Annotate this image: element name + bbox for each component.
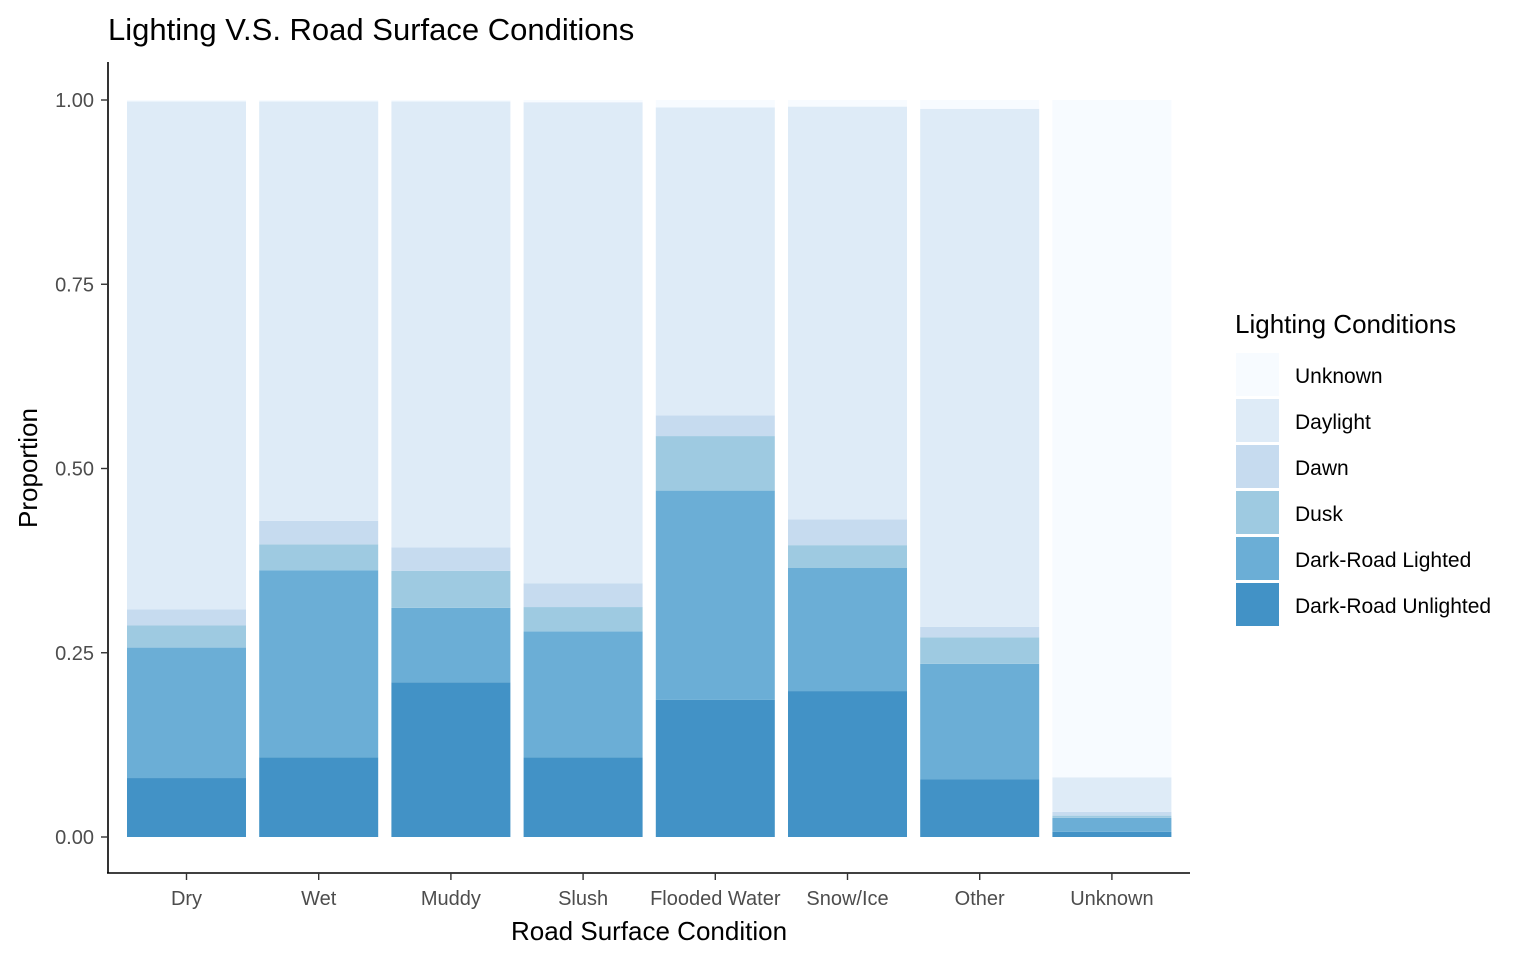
legend-swatch-dark-road-lighted xyxy=(1236,537,1279,580)
bar-other-daylight xyxy=(920,108,1040,627)
legend: Lighting Conditions Unknown Daylight Dawn D… xyxy=(1235,309,1491,626)
legend-label-dark-road-unlighted: Dark-Road Unlighted xyxy=(1295,595,1491,618)
bar-snow-ice-dusk xyxy=(788,545,907,568)
x-axis-title: Road Surface Condition xyxy=(511,916,787,946)
bar-slush-dawn xyxy=(523,583,643,608)
bar-other-dark-road-lighted xyxy=(920,663,1040,780)
bar-dry-dark-road-lighted xyxy=(127,647,246,779)
bar-muddy-dusk xyxy=(391,570,511,608)
bar-snow-ice-dark-road-lighted xyxy=(788,567,907,692)
x-tick-label-dry: Dry xyxy=(171,888,202,910)
x-tick-label-snow-ice: Snow/Ice xyxy=(806,888,888,910)
bar-unknown-dark-road-unlighted xyxy=(1052,831,1172,837)
legend-items: Unknown Daylight Dawn Dusk Dark-Road Lighted… xyxy=(1236,353,1491,626)
bar-dry-dawn xyxy=(127,609,246,626)
bar-wet-daylight xyxy=(259,101,379,521)
y-tick-label: 0.75 xyxy=(55,274,94,296)
x-tick-label-unknown: Unknown xyxy=(1070,888,1153,910)
bar-flooded-water-dawn xyxy=(655,415,775,437)
bar-muddy-dark-road-lighted xyxy=(391,607,511,683)
bar-dry-dark-road-unlighted xyxy=(127,778,246,837)
bar-slush-dark-road-unlighted xyxy=(523,757,643,837)
legend-swatch-dusk xyxy=(1236,491,1279,534)
bar-flooded-water-dark-road-lighted xyxy=(655,490,775,700)
y-tick-label: 0.25 xyxy=(55,643,94,665)
bar-other-unknown xyxy=(920,100,1040,109)
bar-other-dusk xyxy=(920,637,1040,664)
legend-swatch-dawn xyxy=(1236,445,1279,488)
bar-wet-dawn xyxy=(259,520,379,545)
legend-swatch-daylight xyxy=(1236,399,1279,442)
legend-label-dawn: Dawn xyxy=(1295,457,1349,480)
y-ticks: 0.00 0.25 0.50 0.75 1.00 xyxy=(55,90,108,849)
legend-label-daylight: Daylight xyxy=(1295,411,1371,434)
legend-label-dusk: Dusk xyxy=(1295,503,1343,526)
y-tick-label: 1.00 xyxy=(55,90,94,112)
bar-flooded-water-daylight xyxy=(655,107,775,416)
bar-wet-dark-road-unlighted xyxy=(259,757,379,837)
legend-label-unknown: Unknown xyxy=(1295,365,1383,388)
x-tick-label-muddy: Muddy xyxy=(421,888,481,910)
y-tick-label: 0.00 xyxy=(55,827,94,849)
chart-title: Lighting V.S. Road Surface Conditions xyxy=(108,12,634,47)
legend-title: Lighting Conditions xyxy=(1235,309,1456,339)
bar-slush-dusk xyxy=(523,607,643,632)
bar-other-dawn xyxy=(920,626,1040,638)
bar-muddy-unknown xyxy=(391,100,511,102)
bar-unknown-daylight xyxy=(1052,777,1172,812)
y-tick-label: 0.50 xyxy=(55,459,94,481)
bar-flooded-water-dark-road-unlighted xyxy=(655,699,775,837)
legend-label-dark-road-lighted: Dark-Road Lighted xyxy=(1295,549,1471,572)
bar-wet-dusk xyxy=(259,544,379,571)
bar-unknown-dusk xyxy=(1052,815,1172,818)
bar-other-dark-road-unlighted xyxy=(920,779,1040,837)
bar-muddy-dawn xyxy=(391,547,511,571)
bar-flooded-water-dusk xyxy=(655,436,775,491)
bar-flooded-water-unknown xyxy=(655,100,775,108)
bar-slush-daylight xyxy=(523,102,643,584)
bar-slush-unknown xyxy=(523,100,643,103)
x-ticks: Dry Wet Muddy Slush Flooded Water Snow/Ice Oth… xyxy=(171,873,1154,910)
bar-muddy-daylight xyxy=(391,101,511,548)
x-tick-label-slush: Slush xyxy=(558,888,608,910)
x-tick-label-other: Other xyxy=(955,888,1005,910)
bar-dry-dusk xyxy=(127,625,246,648)
bar-muddy-dark-road-unlighted xyxy=(391,682,511,837)
bar-wet-dark-road-lighted xyxy=(259,570,379,758)
bar-wet-unknown xyxy=(259,100,379,102)
bar-unknown-dark-road-lighted xyxy=(1052,817,1172,832)
bars-layer xyxy=(127,100,1172,837)
bar-slush-dark-road-lighted xyxy=(523,631,643,758)
bar-dry-daylight xyxy=(127,101,246,610)
bar-unknown-unknown xyxy=(1052,100,1172,778)
y-axis-title: Proportion xyxy=(13,408,43,528)
bar-dry-unknown xyxy=(127,100,246,102)
bar-snow-ice-unknown xyxy=(788,100,907,107)
bar-snow-ice-daylight xyxy=(788,106,907,520)
bar-snow-ice-dawn xyxy=(788,519,907,546)
x-tick-label-flooded-water: Flooded Water xyxy=(650,888,781,910)
bar-snow-ice-dark-road-unlighted xyxy=(788,691,907,837)
x-tick-label-wet: Wet xyxy=(301,888,337,910)
legend-swatch-unknown xyxy=(1236,353,1279,396)
bar-unknown-dawn xyxy=(1052,811,1172,816)
legend-swatch-dark-road-unlighted xyxy=(1236,583,1279,626)
